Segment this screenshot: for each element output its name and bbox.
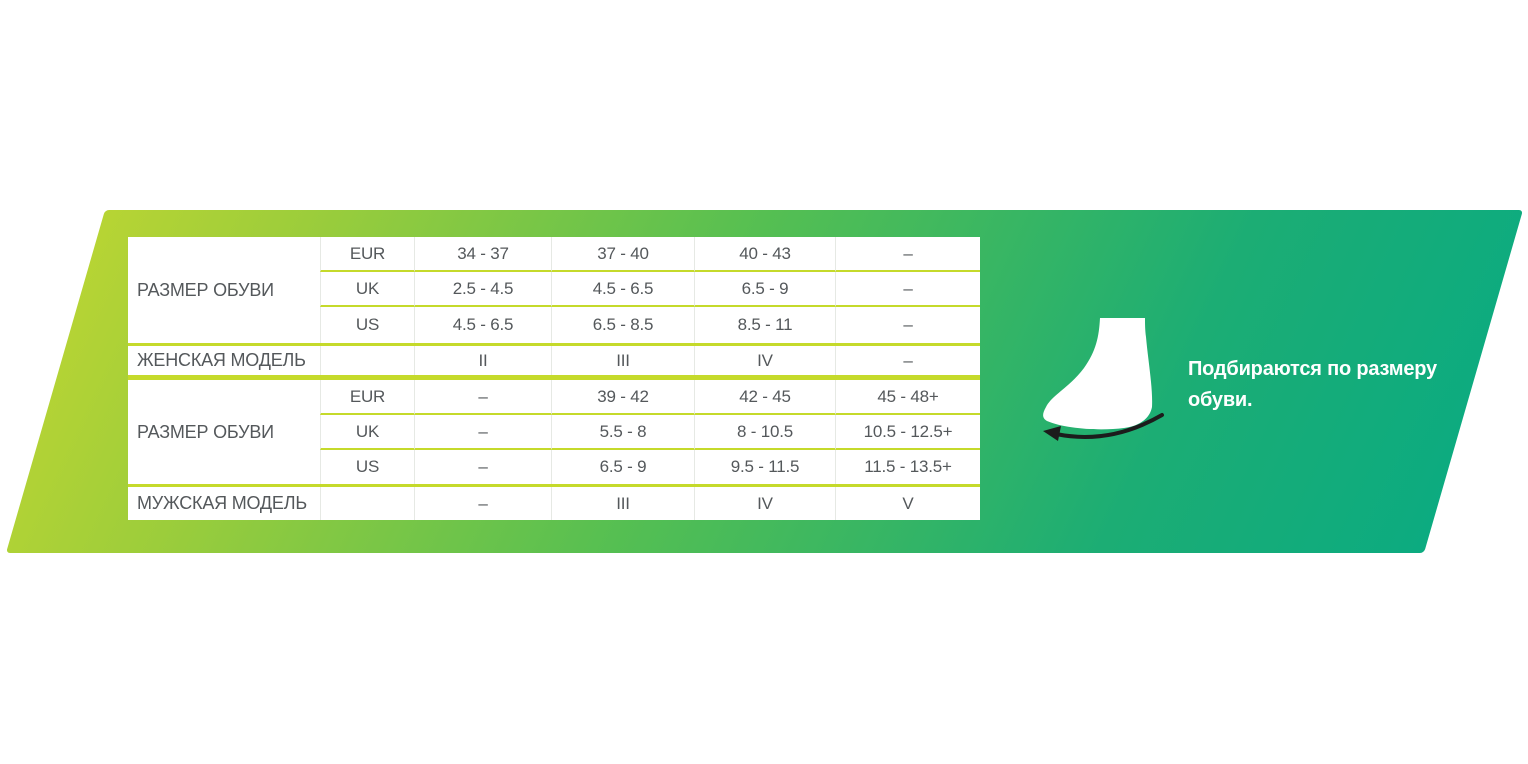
size-system-cell: US bbox=[320, 307, 414, 343]
size-value-cell: – bbox=[835, 307, 980, 343]
table-row-label: РАЗМЕР ОБУВИ bbox=[137, 421, 274, 442]
model-value-cell: III bbox=[551, 487, 694, 520]
size-table: РАЗМЕР ОБУВИ EUR 34 - 37 37 - 40 40 - 43… bbox=[128, 237, 980, 520]
model-value-cell: – bbox=[414, 487, 551, 520]
size-system-cell: UK bbox=[320, 272, 414, 307]
size-section-men: РАЗМЕР ОБУВИ EUR – 39 - 42 42 - 45 45 - … bbox=[128, 380, 980, 484]
size-value-cell: 34 - 37 bbox=[414, 237, 551, 272]
size-system-cell: US bbox=[320, 450, 414, 484]
size-value-cell: 4.5 - 6.5 bbox=[551, 272, 694, 307]
model-value-cell: IV bbox=[694, 346, 835, 375]
model-row-women: ЖЕНСКАЯ МОДЕЛЬ II III IV – bbox=[128, 346, 980, 375]
size-value-cell: 40 - 43 bbox=[694, 237, 835, 272]
size-value-cell: 6.5 - 9 bbox=[694, 272, 835, 307]
size-system-cell: EUR bbox=[320, 237, 414, 272]
empty-cell bbox=[320, 487, 414, 520]
size-value-cell: 42 - 45 bbox=[694, 380, 835, 415]
size-value-cell: – bbox=[414, 380, 551, 415]
size-value-cell: – bbox=[414, 450, 551, 484]
size-value-cell: 6.5 - 9 bbox=[551, 450, 694, 484]
size-value-cell: 37 - 40 bbox=[551, 237, 694, 272]
separator-line bbox=[128, 484, 980, 487]
sock-shape bbox=[1043, 318, 1153, 430]
size-value-cell: 10.5 - 12.5+ bbox=[835, 415, 980, 450]
table-row-label: РАЗМЕР ОБУВИ bbox=[137, 279, 274, 300]
fit-note-text: Подбираются по размеру обуви. bbox=[1188, 358, 1437, 411]
size-value-cell: 2.5 - 4.5 bbox=[414, 272, 551, 307]
foot-measure-icon bbox=[1040, 315, 1171, 443]
size-value-cell: 8.5 - 11 bbox=[694, 307, 835, 343]
size-value-cell: 6.5 - 8.5 bbox=[551, 307, 694, 343]
measure-arrow-curve bbox=[1054, 413, 1164, 439]
empty-cell bbox=[320, 346, 414, 375]
section-divider-line bbox=[128, 375, 980, 380]
size-value-cell: – bbox=[835, 272, 980, 307]
size-system-cell: EUR bbox=[320, 380, 414, 415]
size-value-cell: 8 - 10.5 bbox=[694, 415, 835, 450]
model-value-cell: V bbox=[835, 487, 980, 520]
size-value-cell: 39 - 42 bbox=[551, 380, 694, 415]
model-value-cell: IV bbox=[694, 487, 835, 520]
size-value-cell: 4.5 - 6.5 bbox=[414, 307, 551, 343]
model-row-label: ЖЕНСКАЯ МОДЕЛЬ bbox=[137, 350, 306, 370]
separator-line bbox=[128, 343, 980, 346]
size-value-cell: 11.5 - 13.5+ bbox=[835, 450, 980, 484]
size-value-cell: – bbox=[414, 415, 551, 450]
size-value-cell: 9.5 - 11.5 bbox=[694, 450, 835, 484]
size-value-cell: – bbox=[835, 237, 980, 272]
size-value-cell: 5.5 - 8 bbox=[551, 415, 694, 450]
model-row-men: МУЖСКАЯ МОДЕЛЬ – III IV V bbox=[128, 487, 980, 520]
model-row-label: МУЖСКАЯ МОДЕЛЬ bbox=[137, 493, 307, 513]
size-system-cell: UK bbox=[320, 415, 414, 450]
model-value-cell: – bbox=[835, 346, 980, 375]
size-section-women: РАЗМЕР ОБУВИ EUR 34 - 37 37 - 40 40 - 43… bbox=[128, 237, 980, 343]
model-value-cell: III bbox=[551, 346, 694, 375]
model-value-cell: II bbox=[414, 346, 551, 375]
size-value-cell: 45 - 48+ bbox=[835, 380, 980, 415]
measure-arrow-head bbox=[1043, 426, 1061, 441]
